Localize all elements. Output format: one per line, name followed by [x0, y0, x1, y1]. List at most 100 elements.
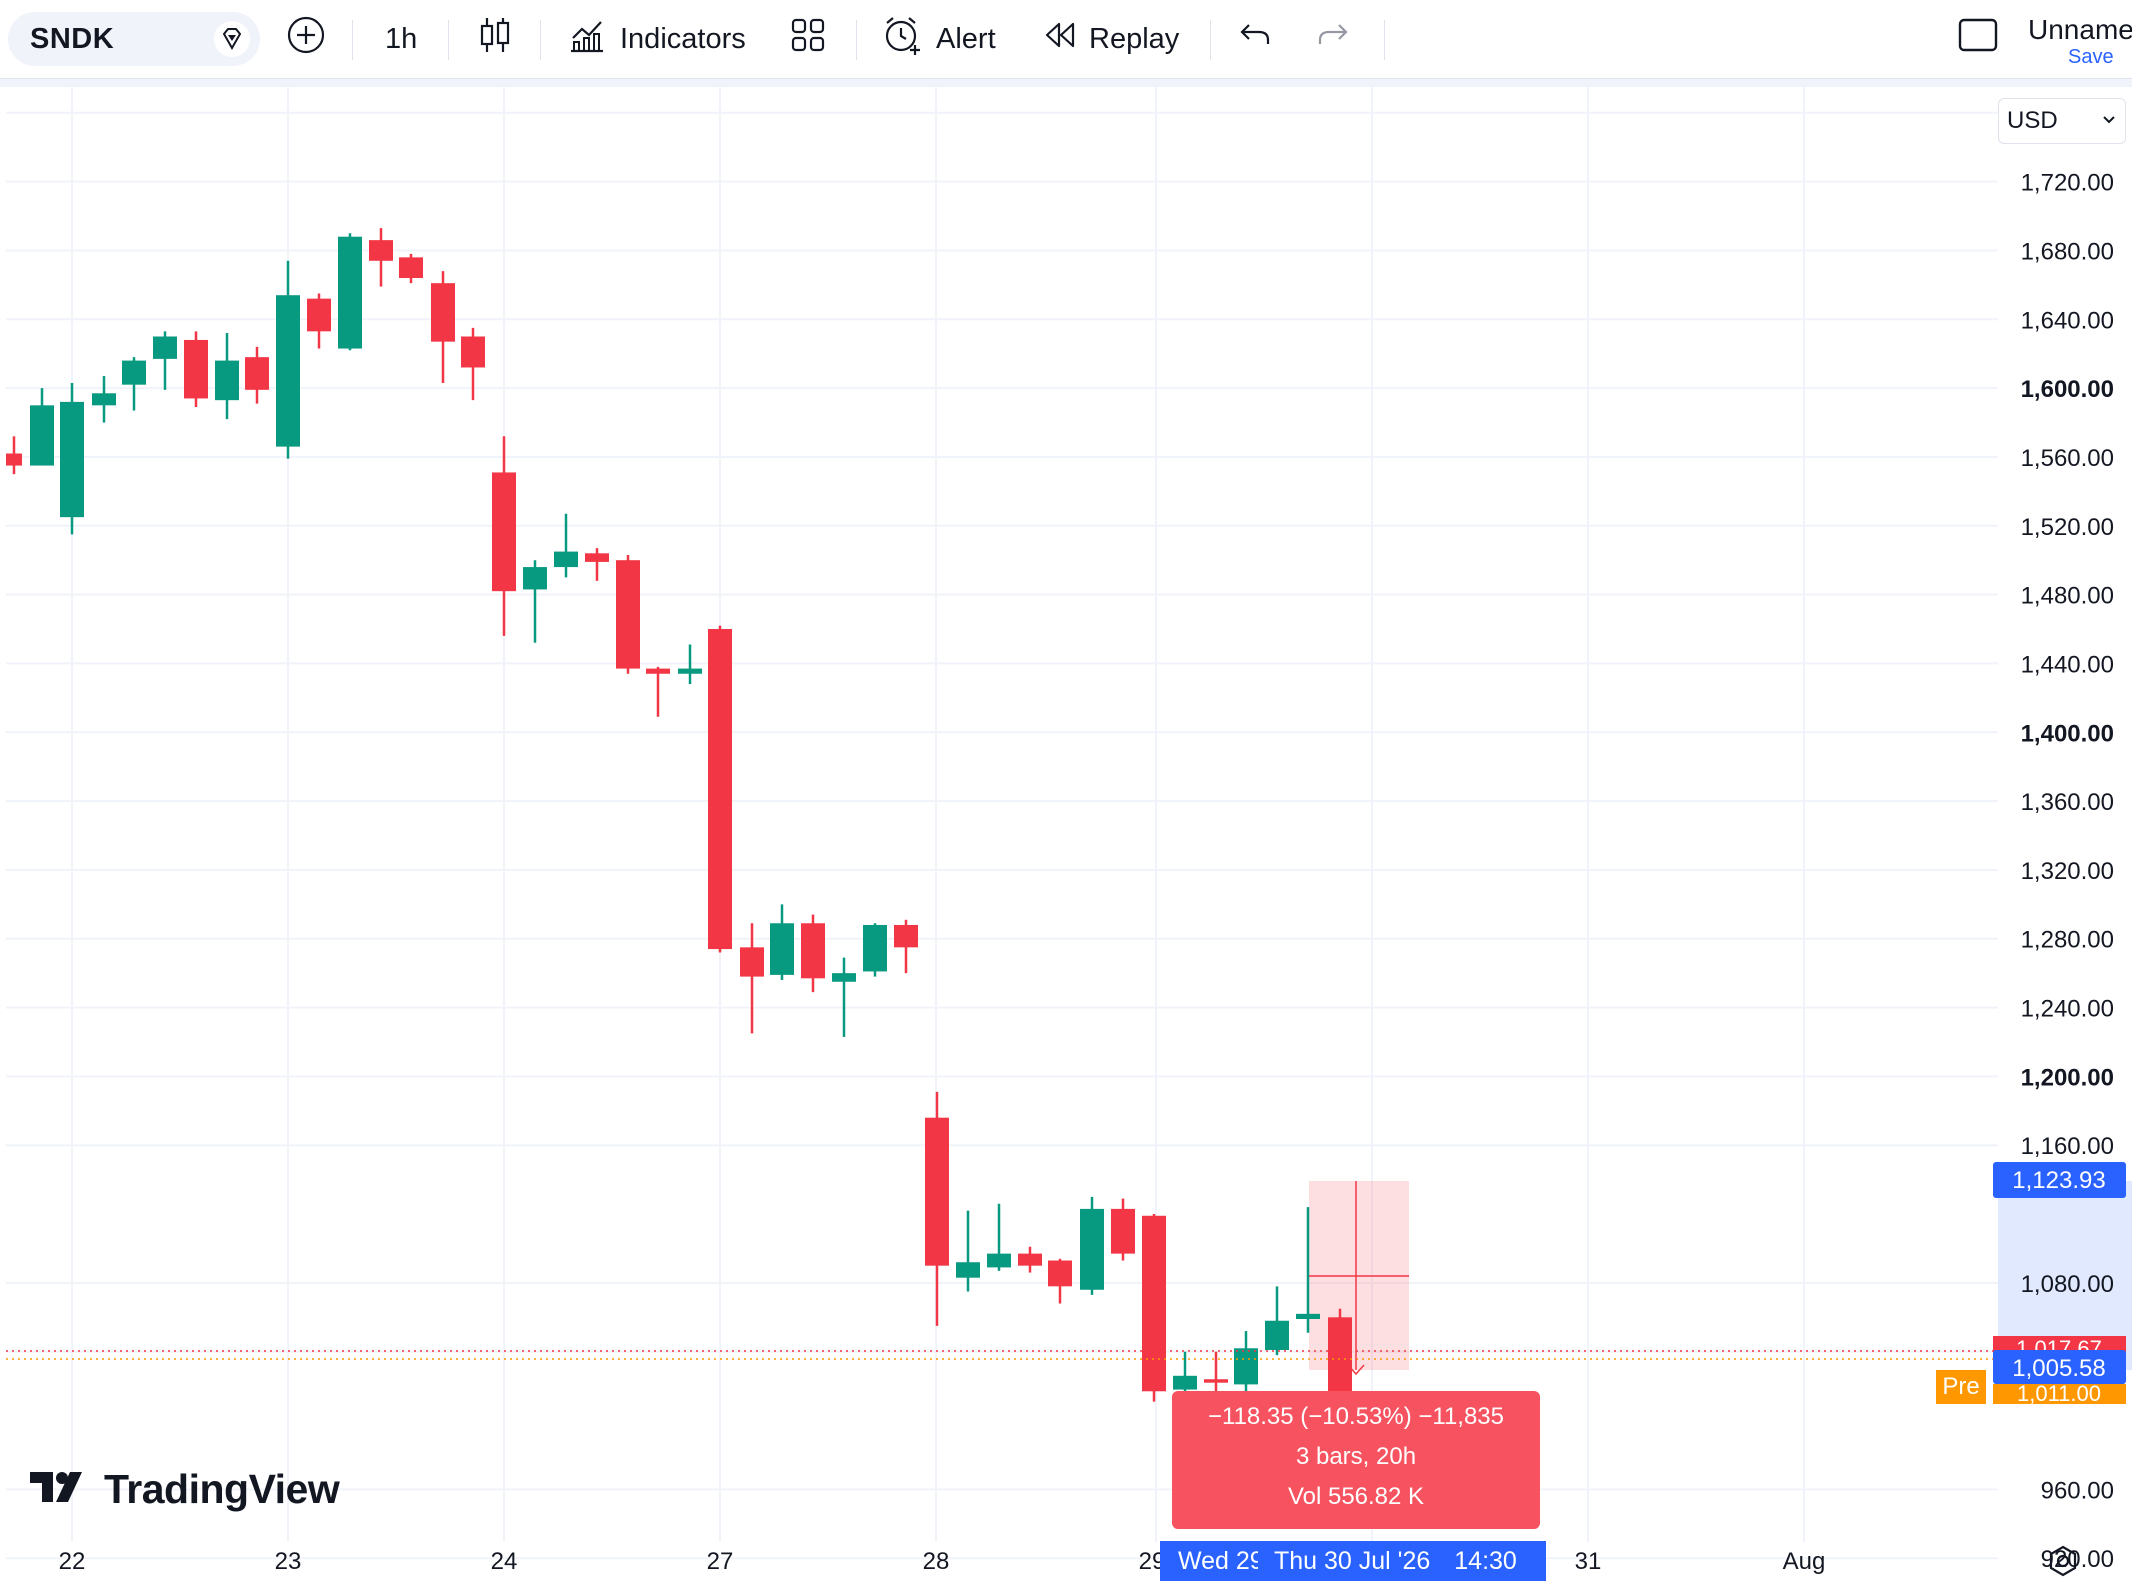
- chart-settings-button[interactable]: [2046, 1544, 2080, 1583]
- compare-symbol-button[interactable]: [286, 0, 326, 78]
- time-axis-label: Aug: [1783, 1548, 1826, 1575]
- crosshair-price-label: 1,005.58: [2012, 1355, 2105, 1382]
- layout-name: Unname: [2028, 14, 2132, 45]
- candle-body: [276, 295, 300, 447]
- candle: [1018, 1246, 1042, 1273]
- chevron-down-icon: [2101, 109, 2117, 138]
- candle: [554, 513, 578, 578]
- candle-body: [646, 668, 670, 674]
- undo-button[interactable]: [1238, 0, 1272, 78]
- candle-body: [1234, 1348, 1258, 1385]
- candle-body: [1328, 1317, 1352, 1392]
- candle: [770, 904, 794, 981]
- price-chart[interactable]: 1,760.001,720.001,680.001,640.001,600.00…: [6, 87, 2132, 1584]
- pre-price-badge: [1993, 1384, 2126, 1404]
- toolbar-divider: [0, 79, 2132, 87]
- candle-body: [1048, 1260, 1072, 1287]
- candle-body: [122, 360, 146, 385]
- candle: [6, 436, 22, 475]
- chart-pane[interactable]: 1,760.001,720.001,680.001,640.001,600.00…: [6, 87, 2132, 1584]
- indicators-icon: [568, 16, 606, 62]
- price-axis-label: 1,680.00: [2021, 238, 2114, 265]
- candle-body: [1111, 1208, 1135, 1254]
- indicators-button[interactable]: Indicators: [568, 0, 746, 78]
- candle-body: [925, 1117, 949, 1266]
- layout-name-button[interactable]: Unname Save: [2028, 0, 2132, 78]
- candle: [616, 555, 640, 674]
- candle: [431, 271, 455, 383]
- tradingview-logo[interactable]: TradingView: [28, 1464, 340, 1514]
- candle: [801, 914, 825, 993]
- measurement-tooltip: −118.35 (−10.53%) −11,835 3 bars, 20h Vo…: [1172, 1391, 1540, 1529]
- candle-body: [801, 923, 825, 979]
- candle: [60, 382, 84, 535]
- pre-price-label: 1,011.00: [2017, 1381, 2101, 1406]
- candle-body: [431, 283, 455, 342]
- candle-body: [585, 553, 609, 562]
- candle: [740, 923, 764, 1034]
- interval-button[interactable]: 1h: [385, 0, 417, 78]
- candle: [1234, 1331, 1258, 1394]
- crosshair-time-label: Wed 29 Thu 30 Jul '26 14:30: [1160, 1541, 1546, 1581]
- candle-body: [678, 668, 702, 674]
- candle-body: [92, 393, 116, 406]
- replay-button[interactable]: Replay: [1043, 0, 1179, 78]
- layouts-button[interactable]: [790, 0, 826, 78]
- candle-body: [894, 924, 918, 948]
- candle: [338, 233, 362, 351]
- candles-icon: [478, 15, 512, 63]
- candle-body: [956, 1262, 980, 1278]
- candle-body: [740, 947, 764, 977]
- redo-button[interactable]: [1316, 0, 1350, 78]
- alarm-clock-icon: [882, 14, 924, 64]
- candle: [245, 346, 269, 404]
- indicators-label: Indicators: [620, 22, 746, 55]
- candle: [956, 1210, 980, 1292]
- candle-body: [492, 472, 516, 592]
- symbol-search-button[interactable]: SNDK: [8, 12, 260, 66]
- gem-icon[interactable]: [214, 21, 250, 57]
- time-axis-label: 24: [491, 1548, 518, 1575]
- currency-dropdown[interactable]: USD: [1998, 98, 2126, 144]
- price-axis-label: 1,320.00: [2021, 858, 2114, 885]
- crosshair-time-left: Wed 29: [1178, 1546, 1258, 1575]
- grid-icon: [790, 17, 826, 61]
- candle: [1111, 1198, 1135, 1261]
- candle: [1080, 1196, 1104, 1295]
- candle-body: [1204, 1379, 1228, 1383]
- candle: [863, 923, 887, 977]
- candle: [276, 260, 300, 459]
- measurement-change: −118.35 (−10.53%) −11,835: [1207, 1403, 1504, 1430]
- candle: [215, 333, 239, 420]
- price-axis-label: 1,560.00: [2021, 445, 2114, 472]
- currency-label: USD: [2007, 107, 2058, 134]
- candle: [122, 357, 146, 411]
- measure-arrow: [1347, 1364, 1365, 1376]
- candle: [1142, 1214, 1166, 1402]
- candle: [646, 666, 670, 717]
- measurement-volume: Vol 556.82 K: [1287, 1483, 1425, 1510]
- candle-body: [1296, 1313, 1320, 1320]
- save-label: Save: [2068, 46, 2114, 68]
- candle-body: [708, 629, 732, 950]
- time-axis-label: 31: [1575, 1548, 1602, 1575]
- alert-button[interactable]: Alert: [882, 0, 996, 78]
- candle-body: [616, 560, 640, 669]
- symbol-ticker: SNDK: [30, 22, 115, 55]
- fullscreen-button[interactable]: [1958, 0, 1998, 78]
- candle-body: [399, 257, 423, 278]
- candle: [1328, 1308, 1352, 1402]
- pre-market-badge: Pre: [1936, 1370, 1986, 1404]
- candle: [1296, 1207, 1320, 1333]
- settings-icon: [2046, 1545, 2080, 1582]
- candle: [153, 331, 177, 390]
- price-axis-label: 1,440.00: [2021, 651, 2114, 678]
- tradingview-wordmark: TradingView: [104, 1465, 340, 1512]
- candle-body: [369, 240, 393, 261]
- crosshair-price-badge: [1993, 1350, 2126, 1384]
- price-axis-label: 1,240.00: [2021, 996, 2114, 1023]
- price-axis-label: 960.00: [2041, 1477, 2114, 1504]
- chart-type-button[interactable]: [478, 0, 512, 78]
- candle-body: [30, 405, 54, 466]
- time-axis-label: 23: [275, 1548, 302, 1575]
